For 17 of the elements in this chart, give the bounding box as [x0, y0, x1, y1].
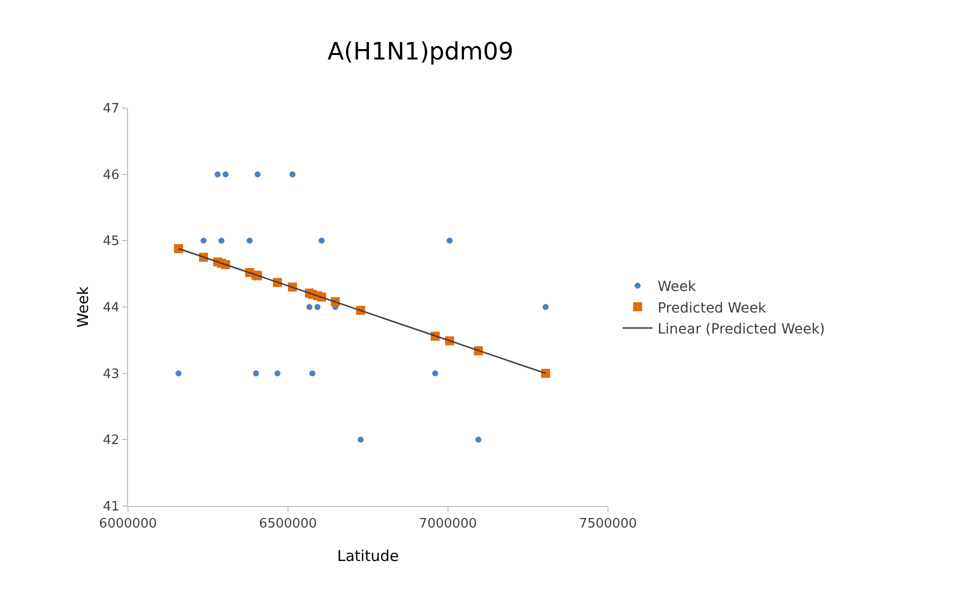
legend-label: Linear (Predicted Week) [658, 321, 826, 338]
legend-label: Predicted Week [658, 300, 768, 316]
y-axis-title: Week [74, 286, 92, 328]
x-tick-label: 6500000 [259, 516, 317, 532]
y-tick-label: 43 [102, 366, 120, 382]
y-tick-label: 42 [102, 433, 120, 448]
y-tick-label: 45 [102, 234, 120, 250]
x-tick-label: 7000000 [419, 516, 477, 532]
y-tick-label: 41 [102, 500, 120, 515]
y-tick-label: 44 [102, 300, 120, 316]
chart-title: A(H1N1)pdm09 [328, 38, 514, 66]
x-tick-label: 6000000 [99, 516, 157, 532]
y-tick-label: 47 [102, 102, 120, 117]
x-tick-label: 7500000 [579, 516, 637, 532]
legend-label: Week [658, 279, 697, 296]
y-tick-label: 46 [102, 168, 120, 183]
x-axis-title: Latitude [337, 547, 399, 565]
